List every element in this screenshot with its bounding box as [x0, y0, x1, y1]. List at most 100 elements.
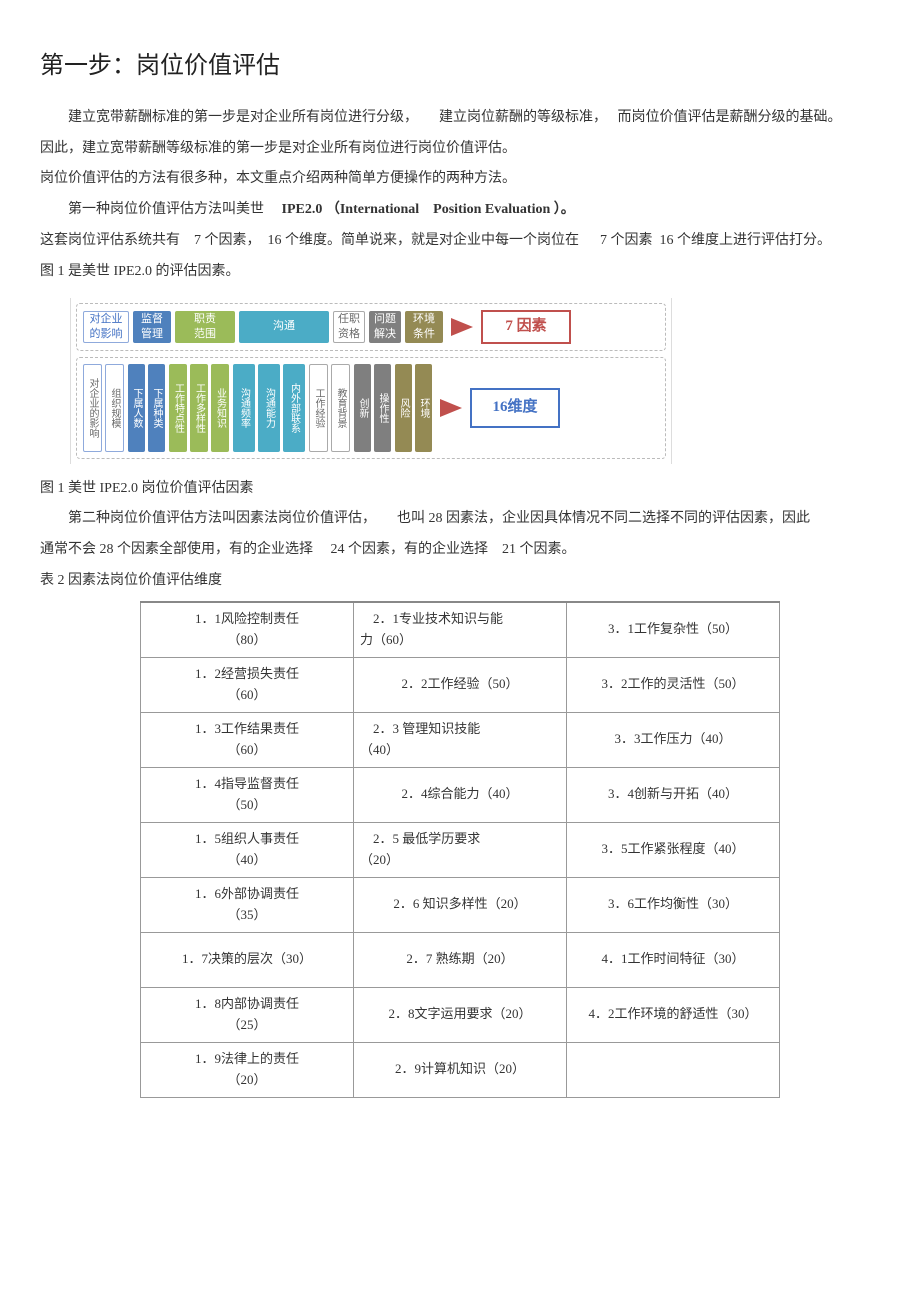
- table-cell: 1．6外部协调责任（35）: [141, 877, 354, 932]
- diagram-bottom-row: 对企业的影响组织规模下属人数下属种类工作特点性工作多样性业务知识沟通频率沟通能力…: [76, 357, 666, 459]
- p7-a: 第二种岗位价值评估方法叫因素法岗位价值评估，: [68, 511, 376, 526]
- p5-b: 7 个因素，: [194, 233, 261, 248]
- table-cell: [567, 1042, 780, 1097]
- dimension-group: 沟通频率沟通能力内外部联系: [233, 364, 305, 452]
- dimension-box: 风险: [395, 364, 412, 452]
- factor-box: 环境条件: [405, 311, 443, 343]
- paragraph-3: 岗位价值评估的方法有很多种，本文重点介绍两种简单方便操作的两种方法。: [40, 164, 880, 195]
- table-cell: 3．6工作均衡性（30）: [567, 877, 780, 932]
- dimension-box: 教育背景: [331, 364, 350, 452]
- dimension-box: 操作性: [374, 364, 391, 452]
- result-7-factors: 7 因素: [481, 310, 571, 344]
- table-row: 1．7决策的层次（30）2．7 熟练期（20）4．1工作时间特征（30）: [141, 932, 780, 987]
- table-cell: 2．1专业技术知识与能力（60）: [354, 602, 567, 658]
- figure-1-caption: 图 1 美世 IPE2.0 岗位价值评估因素: [40, 474, 880, 505]
- factor-box: 问题解决: [369, 311, 401, 343]
- table-cell: 1．8内部协调责任（25）: [141, 987, 354, 1042]
- dimension-box: 下属种类: [148, 364, 165, 452]
- result-16-dimensions: 16维度: [470, 388, 560, 428]
- dimension-box: 创新: [354, 364, 371, 452]
- factor-table: 1．1风险控制责任（80） 2．1专业技术知识与能力（60）3．1工作复杂性（5…: [140, 601, 780, 1098]
- factor-box: 沟通: [239, 311, 329, 343]
- dimension-group: 工作经验教育背景: [309, 364, 350, 452]
- p8-c: 21 个因素。: [502, 542, 576, 557]
- factor-box: 职责范围: [175, 311, 235, 343]
- dimension-box: 环境: [415, 364, 432, 452]
- dimension-group: 下属人数下属种类: [128, 364, 165, 452]
- table-cell: 3．5工作紧张程度（40）: [567, 822, 780, 877]
- table-row: 1．1风险控制责任（80） 2．1专业技术知识与能力（60）3．1工作复杂性（5…: [141, 602, 780, 658]
- table-cell: 4．2工作环境的舒适性（30）: [567, 987, 780, 1042]
- paragraph-7: 第二种岗位价值评估方法叫因素法岗位价值评估， 也叫 28 因素法，企业因具体情况…: [40, 504, 880, 535]
- dimension-box: 沟通能力: [258, 364, 280, 452]
- dimension-box: 业务知识: [211, 364, 229, 452]
- arrow-icon: [436, 399, 466, 417]
- dimension-box: 对企业的影响: [83, 364, 102, 452]
- table-cell: 1．3工作结果责任（60）: [141, 712, 354, 767]
- dimension-group: 风险环境: [395, 364, 432, 452]
- table-row: 1．3工作结果责任（60） 2．3 管理知识技能（40）3．3工作压力（40）: [141, 712, 780, 767]
- paragraph-8: 通常不会 28 个因素全部使用，有的企业选择 24 个因素，有的企业选择 21 …: [40, 535, 880, 566]
- table-cell: 2．4综合能力（40）: [354, 767, 567, 822]
- p4-b: IPE2.0 （International Position Evaluatio…: [282, 202, 575, 217]
- p8-b: 24 个因素，有的企业选择: [331, 542, 489, 557]
- table-row: 1．2经营损失责任（60）2．2工作经验（50）3．2工作的灵活性（50）: [141, 657, 780, 712]
- table-cell: 1．1风险控制责任（80）: [141, 602, 354, 658]
- table-cell: 2．5 最低学历要求（20）: [354, 822, 567, 877]
- p8-a: 通常不会 28 个因素全部使用，有的企业选择: [40, 542, 313, 557]
- factor-box: 任职资格: [333, 311, 365, 343]
- table-cell: 4．1工作时间特征（30）: [567, 932, 780, 987]
- table-row: 1．9法律上的责任（20）2．9计算机知识（20）: [141, 1042, 780, 1097]
- table-row: 1．8内部协调责任（25）2．8文字运用要求（20）4．2工作环境的舒适性（30…: [141, 987, 780, 1042]
- dimension-group: 创新操作性: [354, 364, 391, 452]
- dimension-box: 内外部联系: [283, 364, 305, 452]
- paragraph-4: 第一种岗位价值评估方法叫美世 IPE2.0 （International Pos…: [40, 195, 880, 226]
- p5-a: 这套岗位评估系统共有: [40, 233, 180, 248]
- table-row: 1．4指导监督责任（50）2．4综合能力（40）3．4创新与开拓（40）: [141, 767, 780, 822]
- dimension-box: 组织规模: [105, 364, 124, 452]
- table-cell: 2．9计算机知识（20）: [354, 1042, 567, 1097]
- table-row: 1．5组织人事责任（40） 2．5 最低学历要求（20）3．5工作紧张程度（40…: [141, 822, 780, 877]
- table-cell: 1．4指导监督责任（50）: [141, 767, 354, 822]
- dimension-box: 下属人数: [128, 364, 145, 452]
- p1-b: 建立岗位薪酬的等级标准，: [439, 110, 607, 125]
- diagram-top-row: 对企业的影响监督管理职责范围沟通任职资格问题解决环境条件 7 因素: [76, 303, 666, 351]
- arrow-icon: [447, 318, 477, 336]
- dimension-group: 工作特点性工作多样性业务知识: [169, 364, 229, 452]
- dimension-box: 工作多样性: [190, 364, 208, 452]
- table-cell: 1．7决策的层次（30）: [141, 932, 354, 987]
- page-title: 第一步：岗位价值评估: [40, 40, 880, 93]
- table-cell: 3．3工作压力（40）: [567, 712, 780, 767]
- factor-box: 对企业的影响: [83, 311, 129, 343]
- dimension-box: 工作经验: [309, 364, 328, 452]
- dimension-box: 沟通频率: [233, 364, 255, 452]
- table-2-caption: 表 2 因素法岗位价值评估维度: [40, 566, 880, 597]
- paragraph-1: 建立宽带薪酬标准的第一步是对企业所有岗位进行分级， 建立岗位薪酬的等级标准， 而…: [40, 103, 880, 134]
- ipe-diagram: 对企业的影响监督管理职责范围沟通任职资格问题解决环境条件7 因素 对企业的影响组…: [70, 298, 672, 464]
- paragraph-6: 图 1 是美世 IPE2.0 的评估因素。: [40, 257, 880, 288]
- table-cell: 2．3 管理知识技能（40）: [354, 712, 567, 767]
- table-cell: 2．7 熟练期（20）: [354, 932, 567, 987]
- table-row: 1．6外部协调责任（35）2．6 知识多样性（20）3．6工作均衡性（30）: [141, 877, 780, 932]
- paragraph-2: 因此，建立宽带薪酬等级标准的第一步是对企业所有岗位进行岗位价值评估。: [40, 134, 880, 165]
- paragraph-5: 这套岗位评估系统共有 7 个因素， 16 个维度。简单说来，就是对企业中每一个岗…: [40, 226, 880, 257]
- p5-c: 16 个维度。简单说来，就是对企业中每一个岗位在: [268, 233, 580, 248]
- p1-a: 建立宽带薪酬标准的第一步是对企业所有岗位进行分级，: [68, 110, 418, 125]
- table-cell: 2．8文字运用要求（20）: [354, 987, 567, 1042]
- table-cell: 3．4创新与开拓（40）: [567, 767, 780, 822]
- table-cell: 2．2工作经验（50）: [354, 657, 567, 712]
- table-cell: 1．9法律上的责任（20）: [141, 1042, 354, 1097]
- p1-c: 而岗位价值评估是薪酬分级的基础。: [618, 110, 842, 125]
- factor-box: 监督管理: [133, 311, 171, 343]
- table-cell: 3．1工作复杂性（50）: [567, 602, 780, 658]
- table-cell: 1．2经营损失责任（60）: [141, 657, 354, 712]
- p7-b: 也叫 28 因素法，企业因具体情况不同二选择不同的评估因素，因此: [397, 511, 810, 526]
- dimension-box: 工作特点性: [169, 364, 187, 452]
- p5-e: 16 个维度上进行评估打分。: [660, 233, 832, 248]
- p4-a: 第一种岗位价值评估方法叫美世: [68, 202, 264, 217]
- table-cell: 2．6 知识多样性（20）: [354, 877, 567, 932]
- table-cell: 3．2工作的灵活性（50）: [567, 657, 780, 712]
- table-cell: 1．5组织人事责任（40）: [141, 822, 354, 877]
- p5-d: 7 个因素: [600, 233, 653, 248]
- dimension-group: 对企业的影响组织规模: [83, 364, 124, 452]
